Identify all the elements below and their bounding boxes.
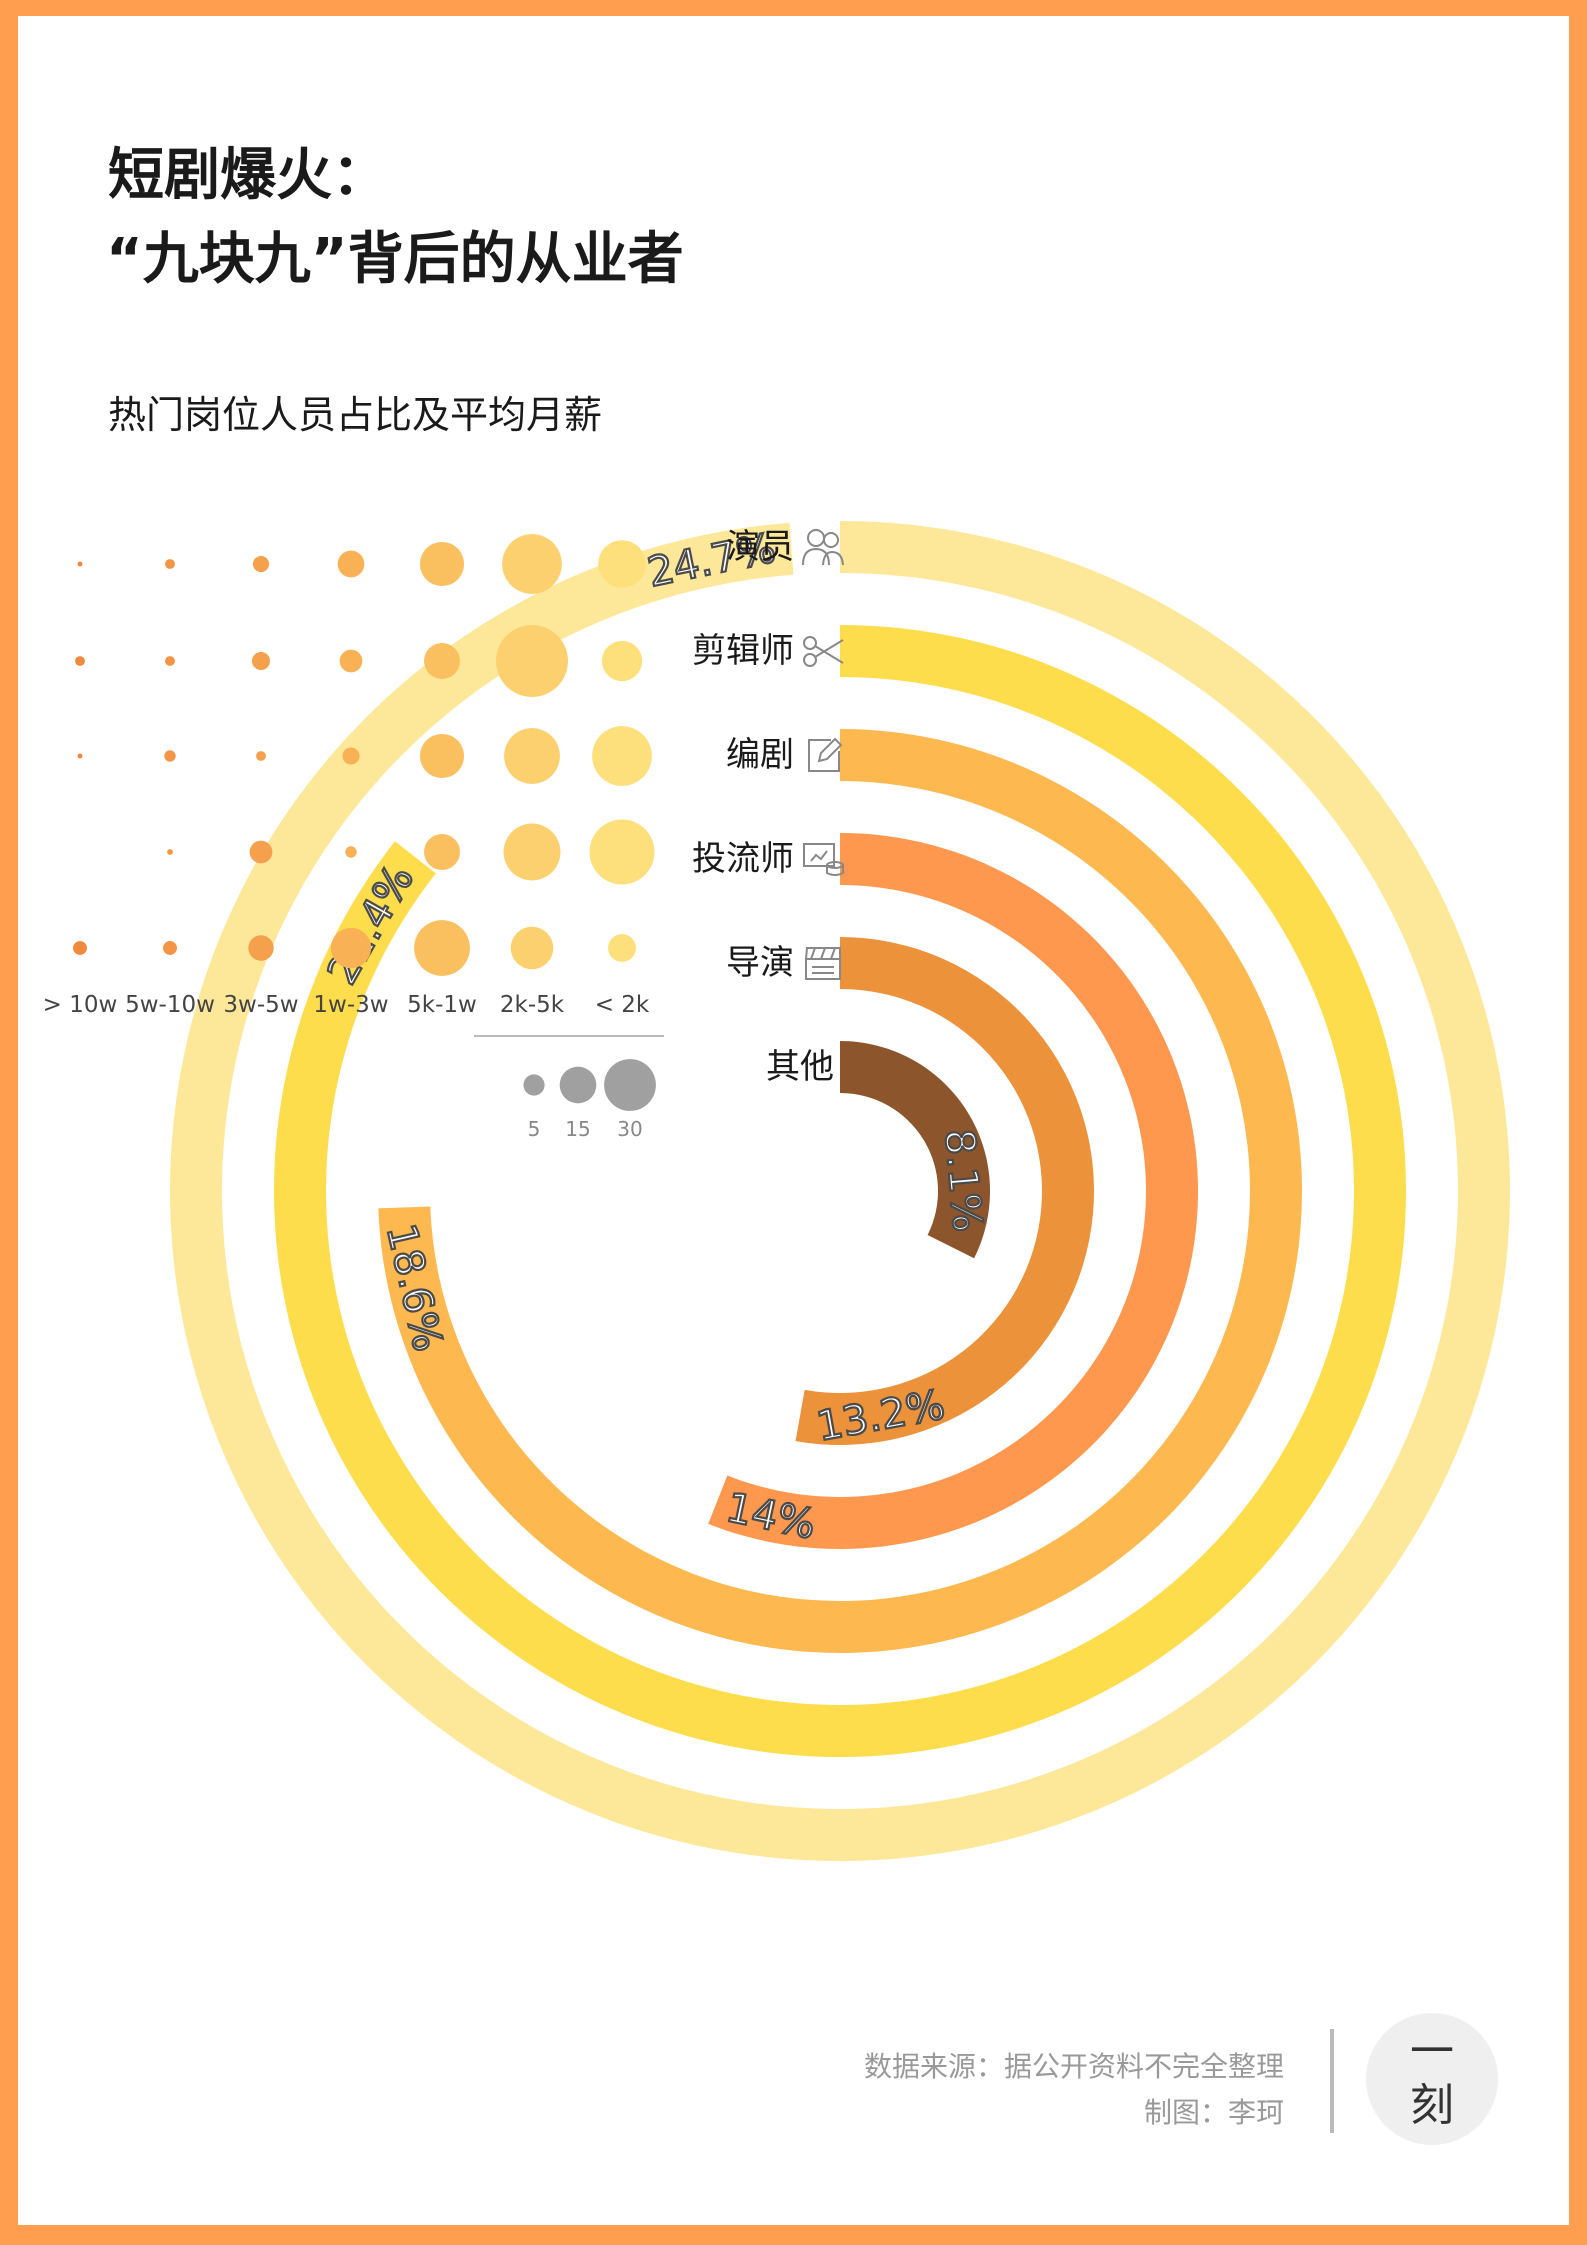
salary-bubble bbox=[601, 640, 643, 682]
ad-screen-icon bbox=[803, 843, 844, 876]
size-legend-rule bbox=[474, 1035, 664, 1037]
salary-bubble bbox=[345, 846, 357, 858]
size-legend-bubble bbox=[604, 1059, 656, 1111]
bubble-size-legend: 5 15 30 bbox=[474, 1035, 664, 1141]
salary-bubble bbox=[248, 935, 274, 961]
source-note: 数据来源：据公开资料不完全整理 bbox=[864, 2050, 1284, 2083]
watermark: 搜狐号 @SEC Media Lab bbox=[1118, 2206, 1569, 2225]
actors-icon bbox=[802, 529, 844, 566]
salary-bubble-matrix bbox=[73, 534, 655, 976]
salary-tick-label: > 10w bbox=[43, 992, 118, 1018]
size-legend-label: 30 bbox=[617, 1117, 642, 1141]
salary-bubble bbox=[419, 733, 465, 779]
category-label-3: 编剧 bbox=[726, 735, 794, 775]
footer-divider bbox=[1330, 2029, 1334, 2133]
scissors-icon bbox=[803, 636, 844, 667]
salary-bubble bbox=[249, 840, 273, 864]
salary-bubble bbox=[608, 934, 636, 962]
salary-bubble bbox=[414, 920, 470, 976]
salary-tick-label: 1w-3w bbox=[313, 992, 388, 1018]
logo-badge bbox=[1366, 2013, 1498, 2145]
radial-bar-5 bbox=[795, 937, 1095, 1445]
logo-text-bottom: 刻 bbox=[1410, 2080, 1454, 2131]
title-line-2: “九块九”背后的从业者 bbox=[106, 227, 684, 292]
salary-bubble bbox=[496, 625, 568, 697]
category-label-2: 剪辑师 bbox=[692, 631, 794, 671]
radial-bars bbox=[169, 521, 1510, 1861]
salary-bubble bbox=[330, 927, 372, 969]
salary-bubble bbox=[165, 559, 175, 569]
salary-tick-label: 2k-5k bbox=[500, 992, 565, 1018]
author-note: 制图：李珂 bbox=[1144, 2096, 1284, 2129]
salary-bubble bbox=[419, 541, 465, 587]
logo-text-top: 一 bbox=[1410, 2026, 1454, 2077]
salary-bubble bbox=[589, 819, 655, 885]
role-icons bbox=[802, 529, 844, 980]
category-label-4: 投流师 bbox=[692, 839, 794, 879]
salary-bubble bbox=[503, 823, 561, 881]
edit-icon bbox=[808, 737, 843, 772]
category-label-5: 导演 bbox=[726, 943, 794, 983]
chart-subtitle: 热门岗位人员占比及平均月薪 bbox=[108, 393, 602, 437]
size-legend-bubble bbox=[559, 1066, 597, 1104]
salary-bubble bbox=[504, 728, 560, 784]
salary-bubble bbox=[510, 926, 554, 970]
salary-bubble bbox=[163, 941, 177, 955]
clapperboard-icon bbox=[805, 947, 841, 980]
salary-bubble bbox=[73, 941, 87, 955]
salary-bubble bbox=[77, 561, 83, 567]
salary-tick-label: 3w-5w bbox=[223, 992, 298, 1018]
salary-bubble bbox=[592, 726, 652, 786]
size-legend-label: 5 bbox=[528, 1117, 541, 1141]
size-legend-bubble bbox=[523, 1074, 545, 1096]
chart-canvas: 短剧爆火： “九块九”背后的从业者 热门岗位人员占比及平均月薪 24.7%演员2… bbox=[43, 143, 1510, 2145]
salary-bubble bbox=[252, 652, 270, 670]
salary-tick-label: 5k-1w bbox=[407, 992, 477, 1018]
salary-bubble bbox=[252, 555, 270, 573]
salary-bubble bbox=[598, 540, 646, 588]
salary-bubble bbox=[337, 550, 365, 578]
salary-bubble bbox=[256, 751, 266, 761]
infographic-card: 短剧爆火： “九块九”背后的从业者 热门岗位人员占比及平均月薪 24.7% 演员 2… bbox=[18, 16, 1569, 2225]
salary-bubble bbox=[342, 747, 360, 765]
salary-tick-label: 5w-10w bbox=[125, 992, 215, 1018]
salary-bubble bbox=[77, 753, 83, 759]
salary-bubble bbox=[164, 750, 176, 762]
salary-axis-labels: > 10w 5w-10w 3w-5w 1w-3w 5k-1w 2k-5k < 2k bbox=[43, 992, 650, 1018]
radial-bar-label-2: 21.4% bbox=[318, 857, 423, 993]
radial-bar-label-4: 14% bbox=[722, 1483, 820, 1549]
salary-bubble bbox=[424, 834, 460, 870]
salary-bubble bbox=[165, 656, 175, 666]
radial-bar-label-6: 8.1% bbox=[935, 1127, 992, 1234]
salary-bubble bbox=[502, 534, 562, 594]
category-label-1: 演员 bbox=[726, 527, 794, 567]
salary-bubble bbox=[424, 643, 460, 679]
radial-bar-1 bbox=[169, 521, 1510, 1861]
salary-tick-label: < 2k bbox=[595, 992, 650, 1018]
category-label-6: 其他 bbox=[766, 1047, 834, 1087]
salary-bubble bbox=[167, 849, 173, 855]
title-line-1: 短剧爆火： bbox=[108, 143, 388, 208]
salary-bubble bbox=[339, 649, 363, 673]
radial-bar-6 bbox=[840, 1041, 990, 1259]
size-legend-label: 15 bbox=[565, 1117, 590, 1141]
radial-bar-2 bbox=[274, 625, 1406, 1757]
salary-bubble bbox=[75, 656, 85, 666]
